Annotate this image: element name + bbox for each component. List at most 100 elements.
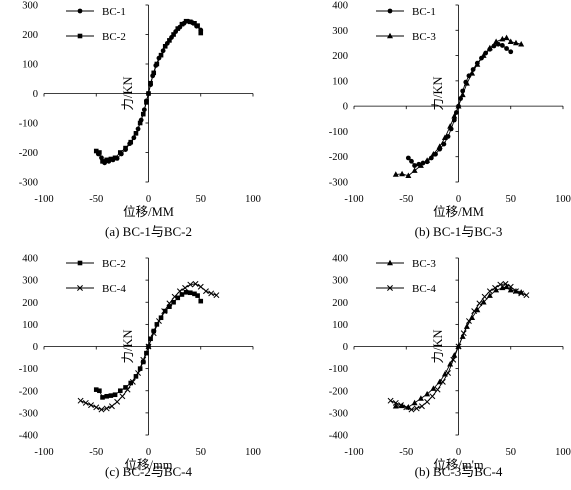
legend-marker-BC-2 bbox=[77, 260, 83, 266]
data-point-BC-4-stroke-b bbox=[392, 399, 399, 406]
data-point-BC-2 bbox=[167, 304, 172, 309]
y-tick-label: -100 bbox=[19, 119, 38, 130]
data-point-BC-4 bbox=[182, 284, 189, 291]
data-point-BC-4-stroke-b bbox=[88, 402, 94, 409]
data-point-BC-4-stroke-b bbox=[465, 318, 472, 325]
data-point-BC-3 bbox=[430, 150, 437, 157]
legend-label-BC-4: BC-4 bbox=[102, 283, 126, 295]
data-point-BC-4 bbox=[513, 288, 519, 295]
y-tick-label: 0 bbox=[33, 342, 38, 353]
y-tick-label: -300 bbox=[19, 178, 38, 189]
data-point-BC-2 bbox=[104, 157, 109, 163]
data-point-BC-4 bbox=[171, 293, 178, 300]
data-point-BC-3 bbox=[430, 385, 437, 391]
x-tick-label: -100 bbox=[34, 194, 53, 205]
data-point-BC-4 bbox=[460, 330, 467, 337]
y-tick-label: -400 bbox=[329, 431, 348, 442]
data-point-BC-2 bbox=[148, 80, 153, 86]
data-point-BC-4 bbox=[507, 283, 514, 290]
data-point-BC-4 bbox=[108, 403, 115, 410]
y-tick-label: 400 bbox=[22, 254, 38, 265]
data-point-BC-2 bbox=[108, 393, 114, 398]
x-tick-label: -50 bbox=[89, 194, 103, 205]
y-tick-label: -400 bbox=[19, 431, 38, 442]
data-point-BC-2 bbox=[188, 290, 193, 296]
data-point-BC-3 bbox=[518, 40, 525, 47]
data-point-BC-4 bbox=[140, 356, 147, 363]
data-point-BC-4-stroke-b bbox=[166, 300, 173, 307]
data-point-BC-4-stroke-b bbox=[119, 393, 126, 400]
y-tick-label: -200 bbox=[19, 148, 38, 159]
y-tick-label: 0 bbox=[343, 102, 348, 113]
data-point-BC-4-stroke-b bbox=[124, 386, 131, 393]
data-point-BC-2 bbox=[175, 295, 181, 301]
y-tick-label: -200 bbox=[329, 386, 348, 397]
data-point-BC-4 bbox=[502, 280, 509, 287]
data-point-BC-2 bbox=[108, 156, 114, 162]
data-point-BC-4 bbox=[119, 393, 126, 400]
data-point-BC-4 bbox=[155, 318, 162, 325]
panel-3: -400 -300 -200 -100 0 100 200 300 400 -100 -50 0 50 1… bbox=[19, 254, 261, 480]
x-axis-title: 位移/MM bbox=[433, 204, 484, 219]
y-tick-label: 200 bbox=[332, 51, 348, 62]
data-point-BC-4-stroke-b bbox=[481, 293, 488, 300]
x-tick-label: 0 bbox=[456, 447, 461, 458]
data-point-BC-4 bbox=[103, 405, 110, 412]
data-point-BC-4-stroke-b bbox=[408, 406, 415, 413]
legend-label-BC-2: BC-2 bbox=[102, 31, 126, 43]
data-point-BC-4-stroke-b bbox=[460, 330, 467, 337]
data-point-BC-4-stroke-b bbox=[171, 293, 178, 300]
data-point-BC-2 bbox=[151, 328, 157, 334]
y-tick-label: -200 bbox=[329, 152, 348, 163]
data-point-BC-4-stroke-b bbox=[161, 308, 168, 315]
data-point-BC-2 bbox=[167, 38, 172, 43]
data-point-BC-2 bbox=[198, 298, 204, 304]
legend-marker-BC-1 bbox=[387, 8, 393, 14]
x-tick-label: -50 bbox=[399, 194, 413, 205]
data-point-BC-4-stroke-b bbox=[502, 280, 509, 287]
legend-label-BC-3: BC-3 bbox=[412, 31, 436, 43]
data-point-BC-3 bbox=[411, 399, 418, 406]
data-point-BC-3 bbox=[399, 170, 406, 177]
data-point-BC-4 bbox=[77, 397, 84, 404]
data-point-BC-2 bbox=[140, 111, 146, 117]
data-point-BC-3 bbox=[417, 395, 424, 401]
data-point-BC-2 bbox=[154, 61, 160, 67]
y-tick-label: 100 bbox=[332, 320, 348, 331]
data-point-BC-3 bbox=[463, 80, 470, 86]
data-point-BC-3 bbox=[447, 123, 454, 129]
data-point-BC-3 bbox=[424, 390, 431, 397]
data-point-BC-2 bbox=[97, 388, 102, 394]
data-point-BC-1 bbox=[409, 158, 414, 164]
data-point-BC-2 bbox=[183, 289, 189, 295]
data-point-BC-2 bbox=[137, 120, 143, 126]
y-tick-label: 400 bbox=[332, 254, 348, 265]
data-point-BC-3 bbox=[493, 38, 500, 44]
data-point-BC-3 bbox=[474, 61, 481, 67]
data-point-BC-4 bbox=[445, 370, 452, 377]
data-point-BC-4 bbox=[98, 406, 105, 413]
data-point-BC-4-stroke-b bbox=[398, 402, 404, 409]
data-point-BC-3 bbox=[469, 70, 476, 76]
data-point-BC-2 bbox=[179, 21, 185, 27]
data-point-BC-4 bbox=[450, 356, 457, 363]
data-point-BC-3 bbox=[436, 378, 443, 385]
data-point-BC-2 bbox=[128, 380, 134, 386]
data-point-BC-3 bbox=[411, 167, 418, 173]
data-point-BC-2 bbox=[192, 20, 197, 26]
data-point-BC-4-stroke-b bbox=[455, 343, 462, 350]
data-point-BC-4-stroke-b bbox=[197, 283, 204, 290]
data-point-BC-2 bbox=[148, 336, 153, 342]
data-point-BC-3 bbox=[486, 292, 493, 298]
data-point-BC-2 bbox=[144, 100, 149, 105]
data-point-BC-4-stroke-b bbox=[182, 284, 189, 291]
data-point-BC-2 bbox=[195, 293, 200, 298]
y-axis-title: 力/KN bbox=[431, 329, 445, 363]
data-point-BC-1 bbox=[499, 43, 505, 48]
data-point-BC-1 bbox=[445, 134, 451, 139]
data-point-BC-4-stroke-b bbox=[140, 356, 147, 363]
data-point-BC-3 bbox=[436, 143, 443, 149]
data-point-BC-1 bbox=[428, 155, 434, 161]
data-point-BC-3 bbox=[503, 34, 510, 41]
panel-caption: (c) BC-2与BC-4 bbox=[105, 464, 193, 479]
